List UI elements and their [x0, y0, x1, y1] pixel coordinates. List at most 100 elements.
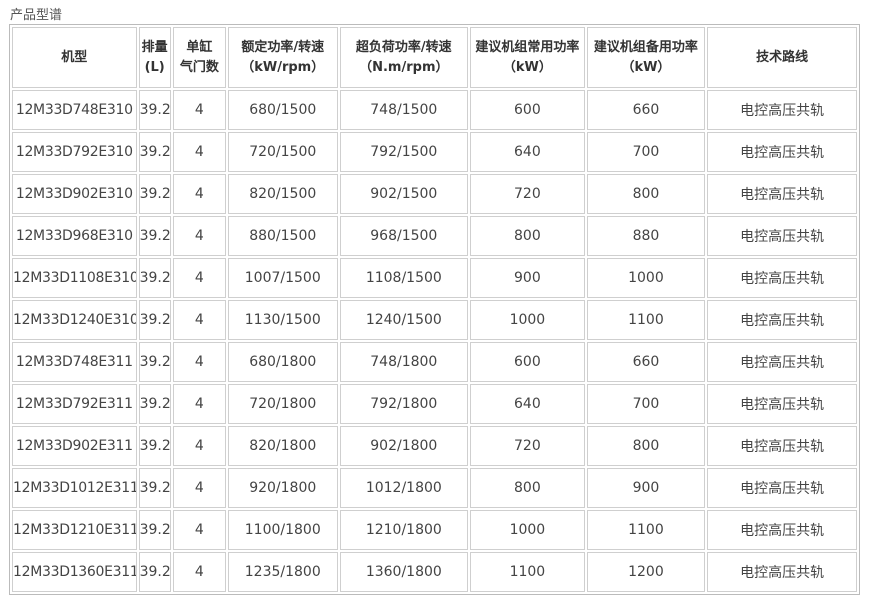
header-row: 机型 排量 (L) 单缸气门数 额定功率/转速 （kW/rpm） 超负荷功率/转速 （N.m/… [12, 27, 857, 88]
cell-prime-power: 640 [470, 384, 585, 424]
cell-prime-power: 1000 [470, 510, 585, 550]
cell-prime-power: 720 [470, 174, 585, 214]
table-row: 12M33D1012E311 39.2 4 920/1800 1012/1800 800 9… [12, 468, 857, 508]
cell-technology: 电控高压共轨 [707, 384, 857, 424]
cell-prime-power: 720 [470, 426, 585, 466]
cell-technology: 电控高压共轨 [707, 258, 857, 298]
cell-rated-power: 920/1800 [227, 468, 338, 508]
column-header-label: 建议机组常用功率 [475, 39, 580, 55]
column-header-unit: 气门数 [179, 59, 219, 75]
table-row: 12M33D968E310 39.2 4 880/1500 968/1500 800 880… [12, 216, 857, 256]
cell-standby-power: 1000 [586, 258, 706, 298]
cell-technology: 电控高压共轨 [707, 174, 857, 214]
cell-standby-power: 660 [586, 342, 706, 382]
cell-technology: 电控高压共轨 [707, 552, 857, 592]
cell-displacement: 39.2 [138, 132, 171, 172]
cell-prime-power: 600 [470, 342, 585, 382]
table-row: 12M33D1360E311 39.2 4 1235/1800 1360/1800 110… [12, 552, 857, 592]
cell-rated-power: 1100/1800 [227, 510, 338, 550]
cell-model: 12M33D792E311 [12, 384, 137, 424]
cell-overload-power: 1012/1800 [339, 468, 469, 508]
cell-rated-power: 1007/1500 [227, 258, 338, 298]
cell-standby-power: 800 [586, 174, 706, 214]
cell-rated-power: 1130/1500 [227, 300, 338, 340]
cell-displacement: 39.2 [138, 216, 171, 256]
cell-displacement: 39.2 [138, 468, 171, 508]
cell-prime-power: 640 [470, 132, 585, 172]
cell-standby-power: 700 [586, 132, 706, 172]
cell-model: 12M33D1360E311 [12, 552, 137, 592]
column-header-unit: （kW） [621, 59, 671, 75]
cell-overload-power: 902/1800 [339, 426, 469, 466]
table-row: 12M33D1240E310 39.2 4 1130/1500 1240/1500 100… [12, 300, 857, 340]
cell-valves: 4 [172, 552, 226, 592]
cell-model: 12M33D748E311 [12, 342, 137, 382]
cell-overload-power: 792/1500 [339, 132, 469, 172]
cell-model: 12M33D902E311 [12, 426, 137, 466]
column-header-model: 机型 [12, 27, 137, 88]
table-row: 12M33D792E311 39.2 4 720/1800 792/1800 640 700… [12, 384, 857, 424]
column-header-prime-power: 建议机组常用功率 （kW） [470, 27, 585, 88]
column-header-overload-power: 超负荷功率/转速 （N.m/rpm） [339, 27, 469, 88]
column-header-rated-power: 额定功率/转速 （kW/rpm） [227, 27, 338, 88]
cell-model: 12M33D792E310 [12, 132, 137, 172]
cell-model: 12M33D1240E310 [12, 300, 137, 340]
cell-rated-power: 720/1500 [227, 132, 338, 172]
cell-overload-power: 1210/1800 [339, 510, 469, 550]
table-row: 12M33D748E310 39.2 4 680/1500 748/1500 600 660… [12, 90, 857, 130]
cell-technology: 电控高压共轨 [707, 510, 857, 550]
cell-standby-power: 880 [586, 216, 706, 256]
cell-displacement: 39.2 [138, 90, 171, 130]
cell-overload-power: 902/1500 [339, 174, 469, 214]
cell-model: 12M33D1012E311 [12, 468, 137, 508]
cell-displacement: 39.2 [138, 426, 171, 466]
cell-displacement: 39.2 [138, 342, 171, 382]
cell-overload-power: 792/1800 [339, 384, 469, 424]
cell-rated-power: 1235/1800 [227, 552, 338, 592]
cell-displacement: 39.2 [138, 552, 171, 592]
column-header-label: 机型 [61, 49, 88, 65]
cell-valves: 4 [172, 132, 226, 172]
cell-model: 12M33D1210E311 [12, 510, 137, 550]
cell-prime-power: 1000 [470, 300, 585, 340]
cell-standby-power: 900 [586, 468, 706, 508]
cell-displacement: 39.2 [138, 174, 171, 214]
cell-overload-power: 1360/1800 [339, 552, 469, 592]
table-row: 12M33D1108E310 39.2 4 1007/1500 1108/1500 900… [12, 258, 857, 298]
cell-rated-power: 820/1800 [227, 426, 338, 466]
cell-valves: 4 [172, 468, 226, 508]
cell-displacement: 39.2 [138, 384, 171, 424]
page-title: 产品型谱 [10, 8, 63, 23]
cell-technology: 电控高压共轨 [707, 426, 857, 466]
cell-standby-power: 700 [586, 384, 706, 424]
table-row: 12M33D902E311 39.2 4 820/1800 902/1800 720 800… [12, 426, 857, 466]
cell-prime-power: 800 [470, 216, 585, 256]
cell-prime-power: 600 [470, 90, 585, 130]
column-header-unit: (L) [144, 59, 165, 75]
cell-standby-power: 800 [586, 426, 706, 466]
column-header-label: 额定功率/转速 [241, 39, 325, 55]
cell-model: 12M33D1108E310 [12, 258, 137, 298]
cell-valves: 4 [172, 90, 226, 130]
cell-overload-power: 748/1800 [339, 342, 469, 382]
cell-valves: 4 [172, 216, 226, 256]
column-header-label: 建议机组备用功率 [593, 39, 698, 55]
cell-standby-power: 1100 [586, 300, 706, 340]
column-header-unit: （N.m/rpm） [359, 59, 449, 75]
cell-technology: 电控高压共轨 [707, 342, 857, 382]
cell-displacement: 39.2 [138, 510, 171, 550]
column-header-label: 排量 [141, 39, 168, 55]
column-header-standby-power: 建议机组备用功率 （kW） [586, 27, 706, 88]
cell-standby-power: 1100 [586, 510, 706, 550]
column-header-label: 超负荷功率/转速 [355, 39, 452, 55]
product-spec-table: 机型 排量 (L) 单缸气门数 额定功率/转速 （kW/rpm） 超负荷功率/转速 （N.m/… [9, 24, 860, 595]
cell-prime-power: 1100 [470, 552, 585, 592]
cell-technology: 电控高压共轨 [707, 468, 857, 508]
cell-rated-power: 880/1500 [227, 216, 338, 256]
cell-overload-power: 748/1500 [339, 90, 469, 130]
cell-rated-power: 720/1800 [227, 384, 338, 424]
column-header-label: 单缸 [186, 39, 213, 55]
cell-technology: 电控高压共轨 [707, 90, 857, 130]
table-row: 12M33D792E310 39.2 4 720/1500 792/1500 640 700… [12, 132, 857, 172]
cell-standby-power: 1200 [586, 552, 706, 592]
